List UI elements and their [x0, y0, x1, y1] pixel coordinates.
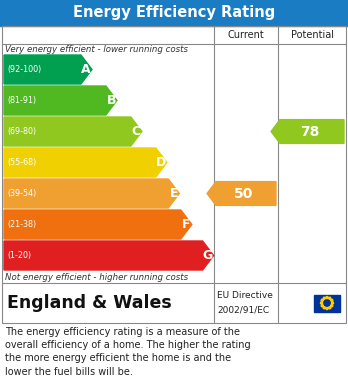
Text: (69-80): (69-80): [7, 127, 36, 136]
Text: D: D: [156, 156, 166, 169]
Polygon shape: [321, 305, 324, 307]
Text: Not energy efficient - higher running costs: Not energy efficient - higher running co…: [5, 273, 188, 282]
Text: (92-100): (92-100): [7, 65, 41, 74]
Text: 50: 50: [234, 187, 253, 201]
Polygon shape: [323, 297, 326, 300]
Polygon shape: [4, 117, 142, 146]
Bar: [314, 294, 340, 312]
Polygon shape: [330, 299, 333, 302]
Polygon shape: [326, 307, 329, 310]
Polygon shape: [328, 307, 331, 309]
Text: 2002/91/EC: 2002/91/EC: [217, 306, 269, 315]
Text: E: E: [170, 187, 178, 200]
Polygon shape: [331, 302, 334, 305]
Text: (81-91): (81-91): [7, 96, 36, 105]
Text: The energy efficiency rating is a measure of the
overall efficiency of a home. T: The energy efficiency rating is a measur…: [5, 327, 251, 377]
Bar: [0, 0, 348, 26]
Text: England & Wales: England & Wales: [7, 294, 172, 312]
Text: A: A: [81, 63, 91, 76]
Text: (55-68): (55-68): [7, 158, 36, 167]
Text: Very energy efficient - lower running costs: Very energy efficient - lower running co…: [5, 45, 188, 54]
Text: Current: Current: [228, 30, 264, 40]
Text: F: F: [182, 218, 191, 231]
Polygon shape: [207, 181, 276, 205]
Text: C: C: [132, 125, 141, 138]
Polygon shape: [4, 86, 117, 115]
Polygon shape: [328, 297, 331, 300]
Text: G: G: [203, 249, 213, 262]
Text: EU Directive: EU Directive: [217, 291, 273, 300]
Bar: [2, 26, 346, 323]
Text: 78: 78: [300, 124, 319, 138]
Polygon shape: [271, 120, 344, 143]
Text: Energy Efficiency Rating: Energy Efficiency Rating: [73, 5, 275, 20]
Text: B: B: [106, 94, 116, 107]
Polygon shape: [4, 210, 192, 239]
Polygon shape: [4, 148, 167, 177]
Polygon shape: [4, 55, 92, 84]
Text: Potential: Potential: [291, 30, 333, 40]
Polygon shape: [320, 302, 323, 305]
Polygon shape: [323, 307, 326, 309]
Polygon shape: [326, 296, 329, 299]
Polygon shape: [4, 241, 214, 270]
Polygon shape: [4, 179, 179, 208]
Text: (1-20): (1-20): [7, 251, 31, 260]
Polygon shape: [330, 305, 333, 307]
Text: (39-54): (39-54): [7, 189, 36, 198]
Text: (21-38): (21-38): [7, 220, 36, 229]
Polygon shape: [321, 299, 324, 302]
